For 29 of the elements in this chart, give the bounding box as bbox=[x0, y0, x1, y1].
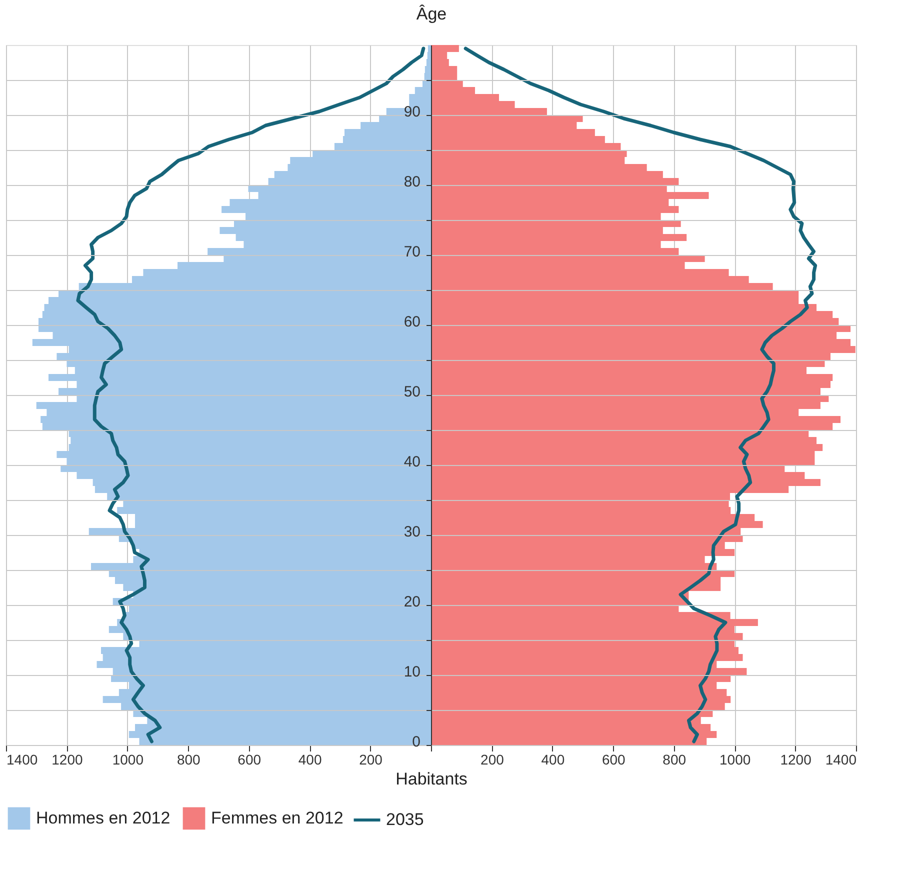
x-tick-label: 200 bbox=[359, 752, 383, 768]
y-tick-label: 90 bbox=[404, 104, 420, 120]
y-tick-label: 10 bbox=[404, 664, 420, 680]
legend-label: Femmes en 2012 bbox=[211, 808, 344, 828]
y-tick-label: 70 bbox=[404, 244, 420, 260]
x-tick-label: 1400 bbox=[6, 752, 38, 768]
y-tick-label: 20 bbox=[404, 594, 420, 610]
legend-label: Hommes en 2012 bbox=[36, 808, 170, 828]
y-axis-title: Âge bbox=[416, 4, 447, 24]
x-tick-label: 600 bbox=[602, 752, 626, 768]
legend-label: 2035 bbox=[386, 810, 424, 829]
y-tick-label: 50 bbox=[404, 384, 420, 400]
x-tick-label: 1000 bbox=[719, 752, 751, 768]
x-tick-label: 400 bbox=[298, 752, 322, 768]
x-tick-label: 1000 bbox=[112, 752, 144, 768]
y-tick-label: 80 bbox=[404, 174, 420, 190]
y-tick-label: 30 bbox=[404, 524, 420, 540]
x-tick-label: 200 bbox=[480, 752, 504, 768]
y-tick-label: 0 bbox=[412, 734, 420, 750]
y-tick-label: 40 bbox=[404, 454, 420, 470]
x-tick-label: 1200 bbox=[52, 752, 83, 768]
x-tick-label: 800 bbox=[176, 752, 201, 768]
y-tick-label: 60 bbox=[404, 314, 420, 330]
x-tick-label: 800 bbox=[662, 752, 686, 768]
x-tick-label: 1400 bbox=[825, 752, 857, 768]
x-tick-label: 400 bbox=[541, 752, 565, 768]
x-axis-title: Habitants bbox=[396, 770, 468, 788]
x-tick-label: 1200 bbox=[780, 752, 812, 768]
x-tick-label: 600 bbox=[238, 752, 262, 768]
